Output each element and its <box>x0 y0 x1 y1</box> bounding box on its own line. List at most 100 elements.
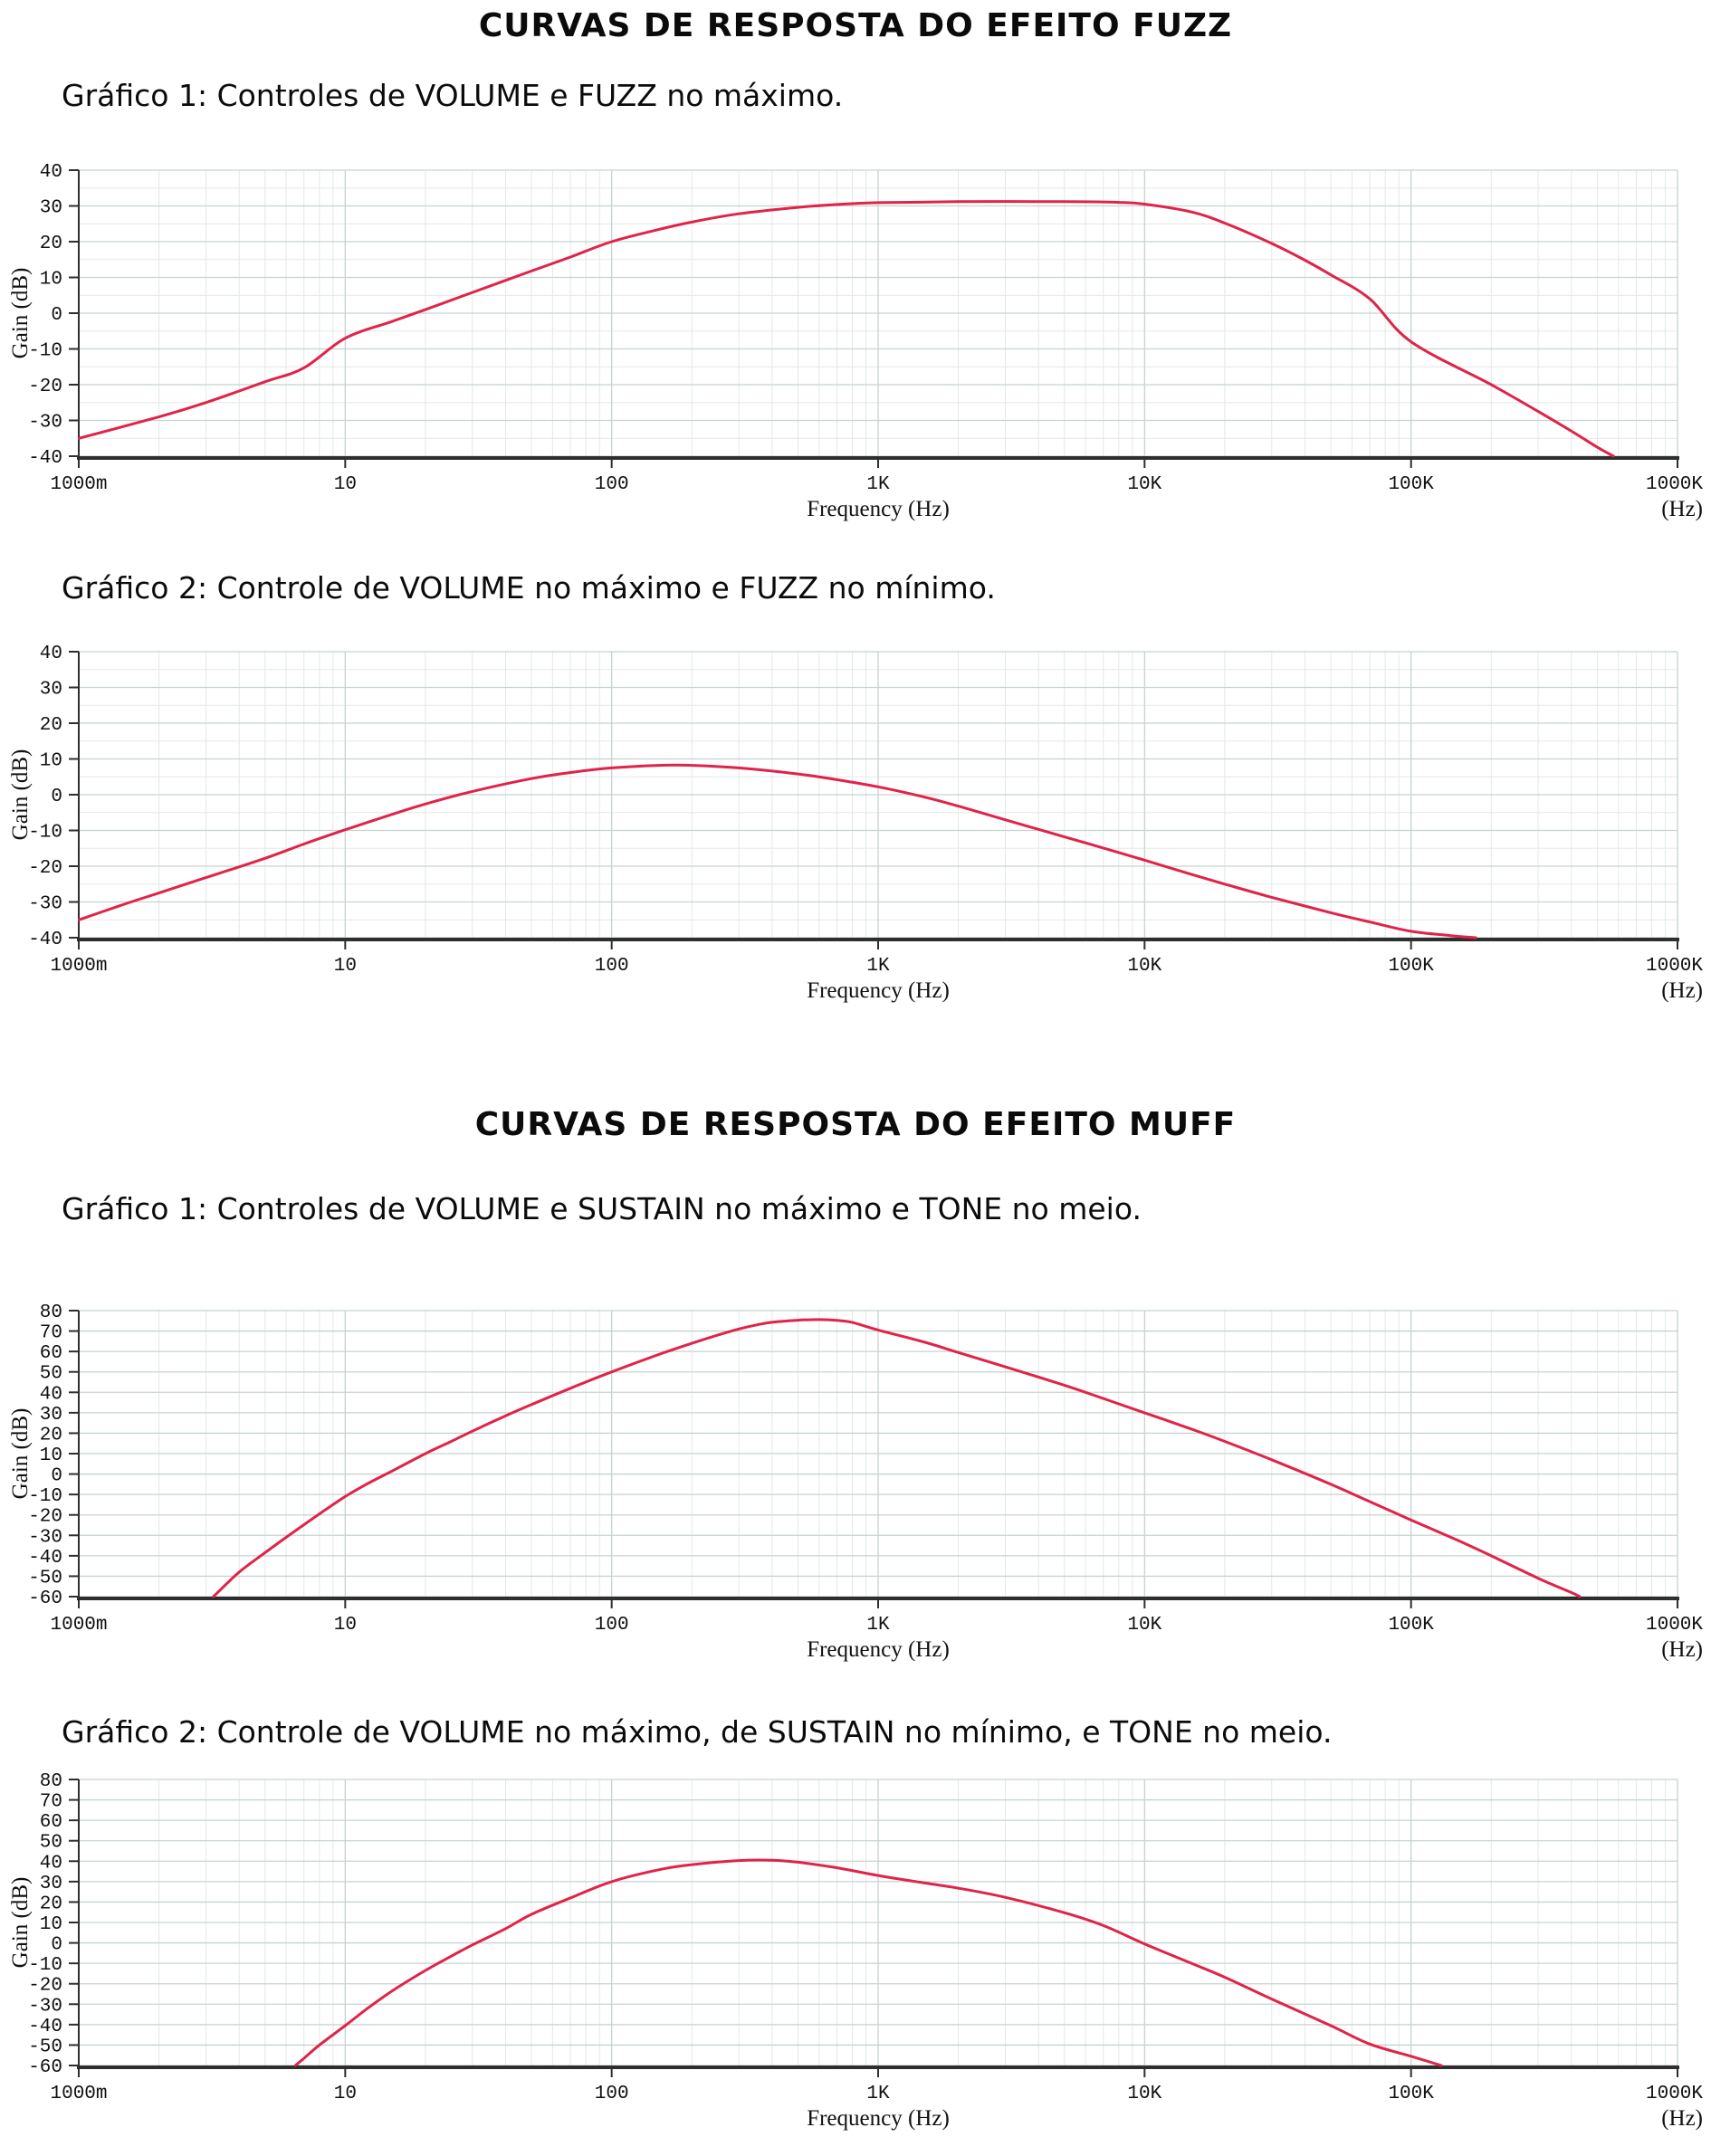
svg-text:-20: -20 <box>28 1507 62 1528</box>
svg-text:(Hz): (Hz) <box>1661 497 1703 521</box>
svg-text:0: 0 <box>51 305 62 326</box>
svg-text:1000K: 1000K <box>1646 1615 1703 1636</box>
svg-text:10K: 10K <box>1127 474 1161 495</box>
svg-text:30: 30 <box>40 680 62 701</box>
svg-text:40: 40 <box>40 162 62 183</box>
svg-text:Frequency (Hz): Frequency (Hz) <box>807 2106 950 2131</box>
chart-muff-grafico-1: -60 -50 -40 -30 -20 -10 0 10 20 30 40 50 60 70 80 1000m… <box>0 1283 1711 1667</box>
section-title-muff: CURVAS DE RESPOSTA DO EFEITO MUFF <box>474 1106 1237 1143</box>
svg-text:1K: 1K <box>866 2084 890 2104</box>
svg-text:10: 10 <box>40 1445 62 1466</box>
svg-text:1000m: 1000m <box>50 474 107 495</box>
svg-text:Frequency (Hz): Frequency (Hz) <box>807 1637 950 1662</box>
svg-text:-30: -30 <box>28 894 62 915</box>
svg-text:70: 70 <box>40 1792 62 1813</box>
svg-text:100K: 100K <box>1388 1615 1434 1636</box>
svg-text:Frequency (Hz): Frequency (Hz) <box>807 978 950 1003</box>
svg-text:1000m: 1000m <box>50 956 107 977</box>
svg-text:10K: 10K <box>1127 956 1161 977</box>
svg-text:1000K: 1000K <box>1646 2084 1703 2104</box>
svg-text:1K: 1K <box>866 1615 890 1636</box>
svg-text:-10: -10 <box>28 823 62 844</box>
svg-text:100: 100 <box>595 1615 629 1636</box>
svg-text:10: 10 <box>334 2084 357 2104</box>
chart-muff-grafico-2: -60 -50 -40 -30 -20 -10 0 10 20 30 40 50 60 70 80 1000m… <box>0 1752 1711 2136</box>
axis-labels: -40 -30 -20 -10 0 10 20 30 40 1000m 10 100 1K 10K 100K… <box>8 644 1703 1003</box>
axis-labels: -40 -30 -20 -10 0 10 20 30 40 1000m 10 100 1K 10K 100K… <box>8 162 1703 521</box>
svg-text:-30: -30 <box>28 1527 62 1548</box>
svg-text:40: 40 <box>40 1384 62 1405</box>
svg-text:Gain (dB): Gain (dB) <box>8 1877 33 1969</box>
svg-text:1K: 1K <box>866 956 890 977</box>
svg-text:20: 20 <box>40 234 62 254</box>
svg-text:20: 20 <box>40 1425 62 1445</box>
svg-text:-30: -30 <box>28 413 62 434</box>
svg-text:-50: -50 <box>28 2037 62 2057</box>
svg-text:0: 0 <box>51 1935 62 1956</box>
svg-text:100K: 100K <box>1388 956 1434 977</box>
svg-text:30: 30 <box>40 198 62 219</box>
caption-muff-grafico-1: Gráfico 1: Controles de VOLUME e SUSTAIN… <box>62 1191 1142 1226</box>
svg-text:-40: -40 <box>28 1548 62 1569</box>
axes-and-ticks <box>69 169 1679 468</box>
svg-text:80: 80 <box>40 1302 62 1323</box>
svg-text:10: 10 <box>334 1615 357 1636</box>
svg-text:30: 30 <box>40 1874 62 1894</box>
svg-text:-40: -40 <box>28 930 62 950</box>
svg-text:100: 100 <box>595 956 629 977</box>
chart-fuzz-grafico-2: -40 -30 -20 -10 0 10 20 30 40 1000m 10 100 1K 10K 100K… <box>0 625 1711 1008</box>
section-title-fuzz: CURVAS DE RESPOSTA DO EFEITO FUZZ <box>478 7 1233 44</box>
gridlines <box>78 1779 1678 2066</box>
svg-text:40: 40 <box>40 1853 62 1874</box>
response-curve <box>293 1858 1443 2067</box>
svg-text:-40: -40 <box>28 2017 62 2037</box>
svg-text:(Hz): (Hz) <box>1661 2106 1703 2131</box>
svg-text:(Hz): (Hz) <box>1661 1637 1703 1662</box>
svg-text:-20: -20 <box>28 858 62 879</box>
svg-text:(Hz): (Hz) <box>1661 978 1703 1003</box>
svg-text:1K: 1K <box>866 474 890 495</box>
svg-text:Gain (dB): Gain (dB) <box>8 268 33 359</box>
svg-text:60: 60 <box>40 1343 62 1364</box>
gridlines <box>78 169 1678 457</box>
svg-text:10: 10 <box>40 751 62 772</box>
caption-fuzz-grafico-2: Gráfico 2: Controle de VOLUME no máximo … <box>62 570 996 606</box>
svg-text:1000m: 1000m <box>50 2084 107 2104</box>
svg-text:100: 100 <box>595 2084 629 2104</box>
svg-text:100K: 100K <box>1388 474 1434 495</box>
svg-text:1000K: 1000K <box>1646 956 1703 977</box>
svg-text:30: 30 <box>40 1405 62 1426</box>
svg-text:20: 20 <box>40 715 62 736</box>
svg-text:20: 20 <box>40 1894 62 1914</box>
svg-text:-40: -40 <box>28 448 62 469</box>
svg-text:10: 10 <box>334 474 357 495</box>
svg-text:0: 0 <box>51 1466 62 1487</box>
axes-and-ticks <box>69 1779 1679 2077</box>
svg-text:-20: -20 <box>28 1976 62 1997</box>
svg-text:100: 100 <box>595 474 629 495</box>
svg-text:10: 10 <box>334 956 357 977</box>
response-curve <box>78 200 1615 458</box>
svg-text:80: 80 <box>40 1771 62 1792</box>
svg-text:10K: 10K <box>1127 1615 1161 1636</box>
svg-text:-50: -50 <box>28 1568 62 1588</box>
axes-and-ticks <box>69 651 1679 949</box>
svg-text:10: 10 <box>40 270 62 291</box>
svg-text:50: 50 <box>40 1364 62 1385</box>
chart-fuzz-grafico-1: -40 -30 -20 -10 0 10 20 30 40 1000m 10 100 1K 10K 100K… <box>0 143 1711 527</box>
svg-text:100K: 100K <box>1388 2084 1434 2104</box>
caption-muff-grafico-2: Gráfico 2: Controle de VOLUME no máximo,… <box>62 1714 1333 1750</box>
gridlines <box>78 651 1678 939</box>
svg-text:60: 60 <box>40 1812 62 1833</box>
svg-text:10: 10 <box>40 1914 62 1935</box>
response-curve <box>78 763 1477 940</box>
gridlines <box>78 1310 1678 1598</box>
axis-labels: -60-50-40-30-20-10010203040506070801000m… <box>8 1771 1703 2131</box>
svg-text:50: 50 <box>40 1833 62 1854</box>
svg-text:1000m: 1000m <box>50 1615 107 1636</box>
svg-text:Gain (dB): Gain (dB) <box>8 749 33 841</box>
response-curve <box>212 1318 1582 1598</box>
caption-fuzz-grafico-1: Gráfico 1: Controles de VOLUME e FUZZ no… <box>62 78 844 113</box>
svg-text:0: 0 <box>51 787 62 807</box>
